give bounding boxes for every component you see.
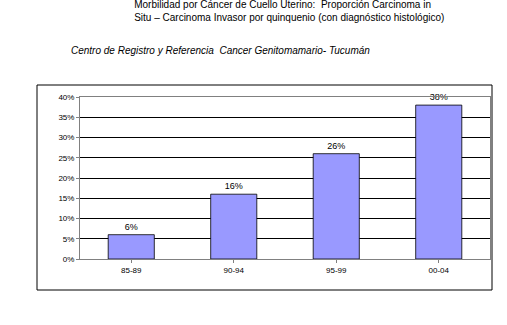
svg-text:95-99: 95-99 <box>326 266 347 275</box>
svg-text:25%: 25% <box>58 154 74 163</box>
svg-text:26%: 26% <box>327 141 345 151</box>
svg-text:35%: 35% <box>58 113 74 122</box>
svg-text:0%: 0% <box>63 255 75 264</box>
svg-text:10%: 10% <box>58 214 74 223</box>
svg-text:Centro de Registro y Referenci: Centro de Registro y Referencia Cancer G… <box>71 45 370 56</box>
svg-text:90-94: 90-94 <box>224 266 245 275</box>
svg-text:15%: 15% <box>58 194 74 203</box>
svg-text:38%: 38% <box>430 92 448 102</box>
svg-text:40%: 40% <box>58 93 74 102</box>
svg-text:30%: 30% <box>58 133 74 142</box>
svg-text:5%: 5% <box>63 235 75 244</box>
svg-text:20%: 20% <box>58 174 74 183</box>
svg-text:16%: 16% <box>225 181 243 191</box>
svg-text:6%: 6% <box>125 222 138 232</box>
svg-text:00-04: 00-04 <box>429 266 450 275</box>
svg-text:Morbilidad por Cáncer de Cuell: Morbilidad por Cáncer de Cuello Uterino:… <box>134 0 444 23</box>
svg-text:85-89: 85-89 <box>121 266 142 275</box>
